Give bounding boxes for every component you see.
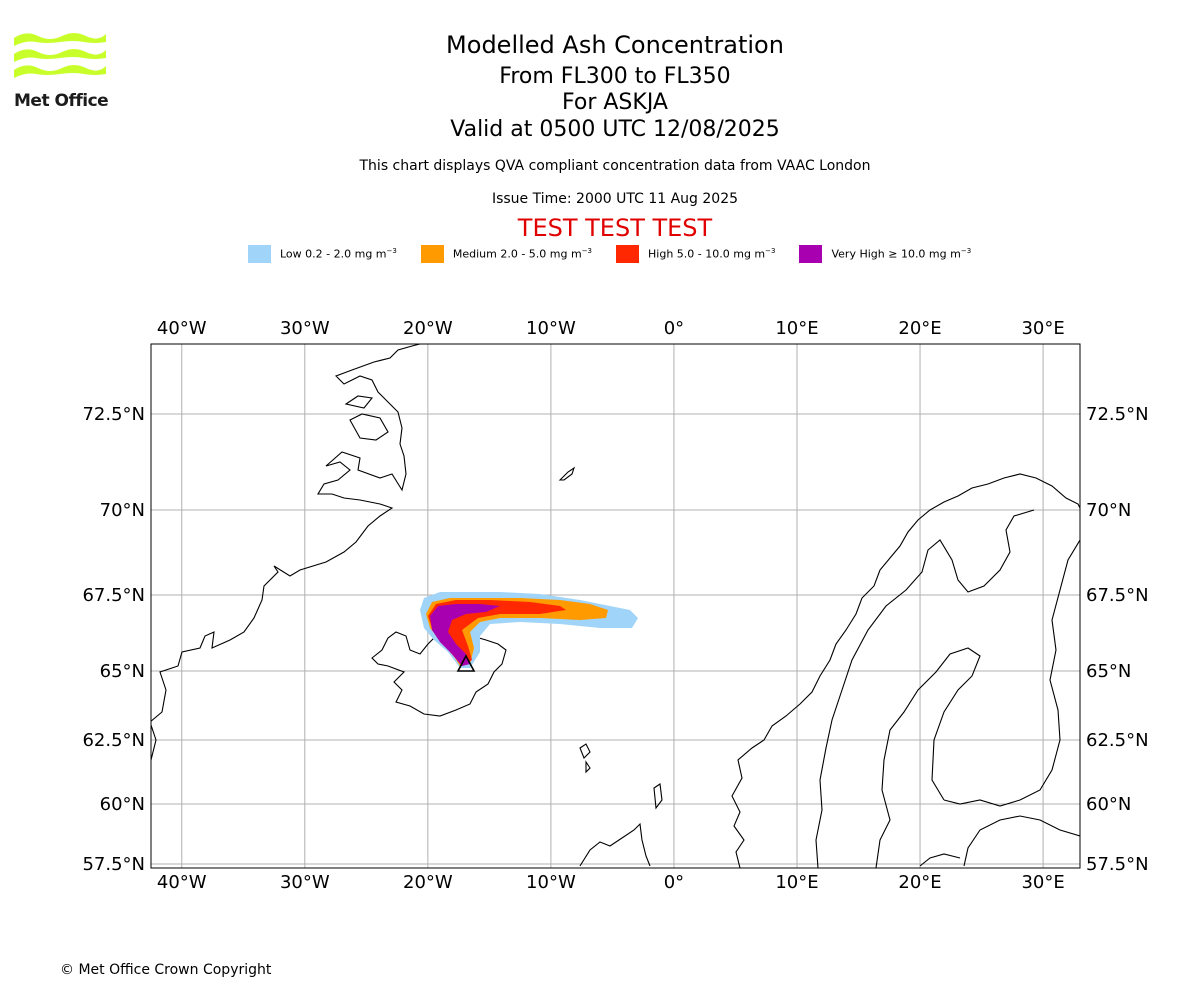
shetland [653,783,663,810]
lat-tick-label-left: 70°N [100,500,145,521]
greenland-fjord-2 [344,395,374,409]
legend-label-high: High 5.0 - 10.0 mg m−3 [648,247,776,261]
lon-tick-label-top: 10°E [775,318,818,339]
estonia-coast [963,815,1080,867]
lon-tick-label-top: 20°E [898,318,941,339]
finland-coast [943,539,1080,807]
lat-tick-label-right: 72.5°N [1086,404,1149,425]
ash-plume [420,592,638,668]
lon-tick-label-bottom: 10°E [775,872,818,893]
legend-swatch-high [616,245,640,263]
lon-tick-label-top: 20°W [403,318,453,339]
flight-levels: From FL300 to FL350 [499,64,731,89]
lat-tick-label-left: 62.5°N [82,730,145,751]
test-banner: TEST TEST TEST [517,214,713,242]
lat-tick-label-left: 72.5°N [82,404,145,425]
lat-tick-label-right: 60°N [1086,794,1131,815]
map-frame [150,343,1081,869]
volcano-name: For ASKJA [562,90,668,115]
lat-tick-label-right: 65°N [1086,661,1131,682]
lat-tick-label-right: 70°N [1086,500,1131,521]
legend-swatch-medium [420,245,444,263]
faroe-islands [579,743,591,774]
met-office-logo-text: Met Office [14,91,109,111]
jan-mayen [558,466,576,481]
lon-tick-label-bottom: 20°E [898,872,941,893]
ash-high-region [428,600,566,666]
triangle-icon [456,654,476,672]
lat-tick-label-left: 65°N [100,661,145,682]
legend-label-medium: Medium 2.0 - 5.0 mg m−3 [452,247,593,261]
legend-item-low: Low 0.2 - 2.0 mg m−3 [248,245,397,263]
axis-labels: 40°W 40°W 30°W 30°W 20°W 20°W 10°W 10°W 0° 0° 10°E… [82,318,1148,893]
lon-tick-label-top: 10°W [526,318,576,339]
lat-tick-label-left: 67.5°N [82,585,145,606]
legend-item-high: High 5.0 - 10.0 mg m−3 [616,245,775,263]
legend-label-very-high: Very High ≥ 10.0 mg m−3 [831,247,972,261]
copyright: © Met Office Crown Copyright [60,962,272,978]
lat-tick-label-right: 57.5°N [1086,854,1149,875]
coastlines [151,344,1080,868]
lon-tick-label-bottom: 30°W [280,872,330,893]
lat-tick-label-left: 57.5°N [82,854,145,875]
sweden-norway-border [815,509,1035,868]
met-office-logo [14,33,106,78]
lon-tick-label-bottom: 20°W [403,872,453,893]
lon-tick-label-bottom: 10°W [526,872,576,893]
scotland [579,822,651,867]
ash-very-high-region [430,604,500,666]
legend-item-very-high: Very High ≥ 10.0 mg m−3 [799,245,971,263]
legend: Low 0.2 - 2.0 mg m−3 Medium 2.0 - 5.0 mg… [248,244,995,264]
lat-tick-label-right: 67.5°N [1086,585,1149,606]
legend-swatch-low [248,245,271,263]
valid-time: Valid at 0500 UTC 12/08/2025 [450,117,780,142]
legend-label-low: Low 0.2 - 2.0 mg m−3 [280,247,397,261]
legend-swatch-very-high [799,245,823,263]
gulf-of-bothnia [875,647,981,868]
lon-tick-label-top: 0° [664,318,684,339]
lon-tick-label-top: 30°W [280,318,330,339]
greenland-fjord [349,413,389,441]
gotland [919,853,961,867]
lat-tick-label-right: 62.5°N [1086,730,1149,751]
graticule [151,344,1080,868]
lon-tick-label-top: 40°W [157,318,207,339]
legend-item-medium: Medium 2.0 - 5.0 mg m−3 [420,245,593,263]
chart-title: Modelled Ash Concentration [446,31,784,59]
greenland-coast [151,344,421,761]
lon-tick-label-bottom: 40°W [157,872,207,893]
lat-tick-label-left: 60°N [100,794,145,815]
lon-tick-label-bottom: 30°E [1021,872,1064,893]
scandinavia-coast [731,473,1080,868]
iceland-coast [371,631,507,717]
chart-description: This chart displays QVA compliant concen… [359,158,871,174]
issue-time: Issue Time: 2000 UTC 11 Aug 2025 [491,191,739,207]
lon-tick-label-bottom: 0° [664,872,684,893]
lon-tick-label-top: 30°E [1021,318,1064,339]
